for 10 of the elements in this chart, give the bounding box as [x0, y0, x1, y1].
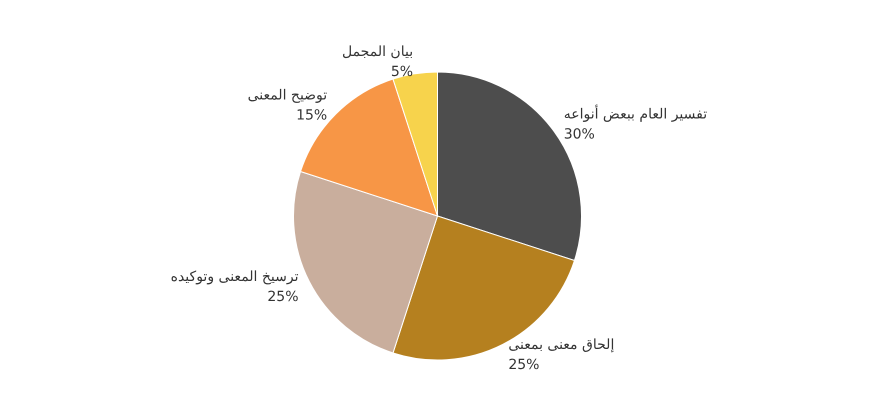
data-label: 15% [296, 108, 328, 124]
data-label: 25% [267, 288, 299, 305]
slice-label: ترسيخ المعنى وتوكيده [170, 268, 299, 285]
slice-label: إلحاق معنى بمعنى [508, 336, 614, 353]
data-label: 30% [564, 126, 595, 142]
data-label: 5% [390, 64, 414, 80]
slice-label: بيان المجمل [342, 44, 414, 60]
slice-label: توضيح المعنى [248, 88, 328, 104]
slice-label: تفسير العام ببعض أنواعه [564, 104, 708, 122]
data-label: 25% [508, 356, 540, 373]
